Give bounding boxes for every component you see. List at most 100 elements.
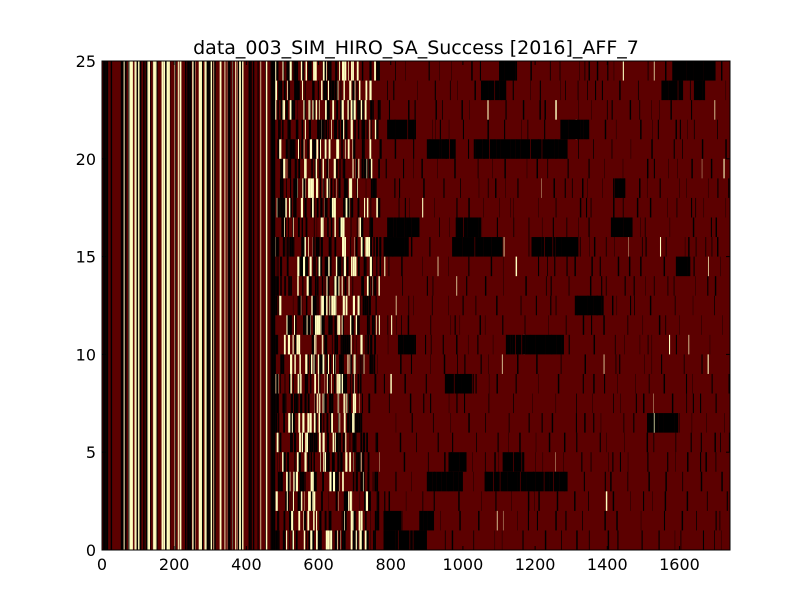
heatmap-stripe [129, 61, 131, 550]
heatmap-block [404, 237, 409, 257]
heatmap-cell [303, 510, 305, 531]
heatmap-cell [334, 119, 336, 140]
heatmap-cell [356, 80, 358, 101]
heatmap-cell [349, 80, 352, 101]
heatmap-cell [328, 315, 331, 335]
heatmap-cell [343, 80, 345, 101]
heatmap-cell [285, 197, 287, 218]
heatmap-cell [317, 256, 319, 277]
heatmap-cell [693, 256, 695, 277]
heatmap-cell [332, 100, 335, 120]
heatmap-cell [622, 61, 624, 81]
heatmap-cell [339, 432, 341, 453]
heatmap-cell [334, 452, 335, 472]
heatmap-cell [367, 471, 370, 492]
heatmap-cell [330, 530, 333, 550]
heatmap-cell [487, 100, 489, 120]
heatmap-cell [332, 432, 335, 453]
heatmap-cell [324, 452, 327, 472]
heatmap-cell [338, 178, 341, 198]
heatmap-cell [517, 178, 519, 198]
heatmap-cell [322, 217, 324, 238]
heatmap-cell [374, 119, 377, 140]
heatmap-cell [333, 197, 336, 218]
heatmap-cell [370, 237, 372, 257]
heatmap-cell [347, 197, 350, 218]
heatmap-cell [401, 256, 403, 277]
heatmap-stripe [252, 61, 255, 550]
heatmap-stripe [214, 61, 216, 550]
heatmap-cell [314, 471, 317, 492]
heatmap-cell [277, 471, 280, 492]
heatmap-block [397, 334, 404, 355]
heatmap-cell [671, 393, 674, 414]
heatmap-cell [557, 373, 560, 394]
heatmap-cell [354, 80, 356, 101]
heatmap-cell [356, 158, 358, 179]
heatmap-cell [296, 452, 299, 472]
heatmap-cell [646, 158, 649, 179]
heatmap-cell [378, 197, 381, 218]
heatmap-cell [714, 295, 715, 316]
heatmap-block [436, 471, 442, 492]
heatmap-cell [359, 452, 361, 472]
heatmap-cell [358, 80, 361, 101]
heatmap-block [453, 139, 456, 159]
heatmap-cell [342, 217, 345, 238]
heatmap-cell [313, 471, 315, 492]
heatmap-cell [466, 276, 468, 296]
heatmap-cell [307, 413, 310, 433]
heatmap-cell [565, 315, 567, 335]
heatmap-cell [359, 295, 361, 316]
heatmap-cell [691, 100, 693, 120]
heatmap-cell [352, 530, 355, 550]
heatmap-cell [566, 217, 568, 238]
heatmap-cell [407, 315, 410, 335]
heatmap-cell [331, 80, 332, 101]
heatmap-cell [508, 413, 510, 433]
heatmap-cell [343, 158, 346, 179]
heatmap-cell [352, 256, 355, 277]
heatmap-cell [604, 510, 606, 531]
heatmap-stripe [213, 61, 215, 550]
heatmap-cell [286, 178, 287, 198]
heatmap-cell [366, 315, 369, 335]
heatmap-cell [643, 393, 645, 414]
heatmap-cell [307, 139, 309, 159]
heatmap-stripe [265, 61, 268, 550]
heatmap-cell [379, 100, 381, 120]
heatmap-block [544, 237, 553, 257]
heatmap-cell [355, 413, 357, 433]
heatmap-cell [334, 178, 336, 198]
heatmap-cell [576, 393, 577, 414]
heatmap-cell [327, 452, 330, 472]
heatmap-cell [599, 256, 601, 277]
heatmap-cell [673, 276, 675, 296]
heatmap-cell [355, 452, 357, 472]
heatmap-cell [667, 452, 669, 472]
heatmap-cell [422, 491, 424, 511]
heatmap-cell [354, 530, 356, 550]
heatmap-cell [372, 100, 374, 120]
heatmap-cell [325, 80, 328, 101]
heatmap-cell [306, 373, 308, 394]
heatmap-cell [328, 119, 330, 140]
heatmap-cell [331, 197, 334, 218]
heatmap-cell [287, 334, 291, 355]
heatmap-cell [326, 295, 328, 316]
heatmap-cell [462, 295, 464, 316]
heatmap-cell [398, 197, 400, 218]
heatmap-cell [295, 158, 297, 179]
heatmap-cell [692, 393, 694, 414]
heatmap-block [395, 119, 408, 140]
heatmap-cell [665, 471, 667, 492]
heatmap-cell [357, 452, 360, 472]
heatmap-cell [318, 315, 320, 335]
heatmap-cell [327, 80, 330, 101]
heatmap-cell [555, 197, 557, 218]
heatmap-cell [322, 61, 325, 81]
heatmap-cell [373, 237, 375, 257]
heatmap-cell [596, 61, 599, 81]
heatmap-cell [298, 334, 301, 355]
heatmap-cell [342, 432, 345, 453]
